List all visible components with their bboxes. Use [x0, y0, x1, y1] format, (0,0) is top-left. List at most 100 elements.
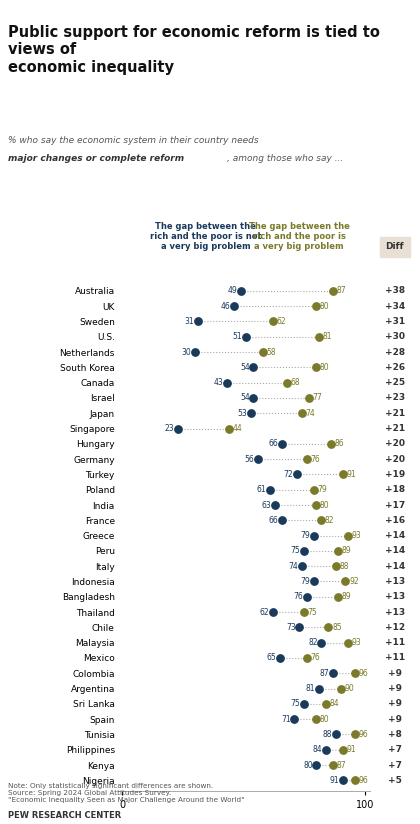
Text: 86: 86: [334, 439, 344, 448]
Text: 43: 43: [213, 378, 223, 387]
Point: [192, 345, 199, 358]
Point: [313, 499, 320, 512]
Point: [291, 713, 298, 726]
Text: major changes or complete reform: major changes or complete reform: [8, 154, 184, 163]
Point: [279, 438, 286, 451]
Text: 76: 76: [310, 653, 320, 662]
Point: [342, 575, 349, 588]
Text: +11: +11: [385, 638, 405, 647]
Text: +20: +20: [385, 439, 405, 448]
Text: 63: 63: [262, 500, 271, 509]
Point: [318, 636, 325, 649]
Text: 74: 74: [289, 562, 298, 571]
Text: 74: 74: [305, 409, 315, 418]
Text: Note: Only statistically significant differences are shown.
Source: Spring 2024 : Note: Only statistically significant dif…: [8, 784, 245, 803]
Point: [243, 330, 249, 344]
Text: 46: 46: [220, 302, 230, 311]
Text: +23: +23: [385, 393, 405, 402]
Text: 87: 87: [337, 761, 346, 770]
Text: 92: 92: [349, 577, 359, 586]
Text: 76: 76: [293, 592, 303, 602]
Text: PEW RESEARCH CENTER: PEW RESEARCH CENTER: [8, 811, 122, 820]
Text: 81: 81: [306, 684, 315, 693]
Text: 68: 68: [291, 378, 300, 387]
Point: [325, 620, 332, 634]
Text: +13: +13: [385, 607, 405, 616]
Text: 49: 49: [228, 287, 238, 295]
Text: 76: 76: [310, 455, 320, 464]
Point: [194, 315, 201, 328]
Point: [352, 667, 358, 680]
Text: 58: 58: [267, 348, 276, 357]
Text: +5: +5: [388, 776, 402, 784]
Point: [269, 315, 276, 328]
Text: 80: 80: [303, 761, 312, 770]
Text: +7: +7: [388, 761, 402, 770]
Text: +7: +7: [388, 745, 402, 754]
Point: [294, 468, 300, 481]
Text: +21: +21: [385, 409, 405, 418]
Point: [250, 361, 257, 374]
Text: 61: 61: [257, 485, 267, 494]
Point: [306, 391, 312, 405]
Text: 89: 89: [342, 546, 352, 555]
Text: +14: +14: [385, 546, 405, 555]
Text: 96: 96: [359, 730, 368, 739]
Point: [323, 743, 329, 756]
Text: +14: +14: [385, 562, 405, 571]
Text: 23: 23: [165, 424, 175, 433]
Point: [303, 452, 310, 466]
Text: 75: 75: [291, 546, 301, 555]
Point: [298, 406, 305, 419]
Point: [340, 468, 346, 481]
Text: The gap between the
rich and the poor is not
a very big problem: The gap between the rich and the poor is…: [150, 222, 262, 251]
Point: [344, 636, 351, 649]
Text: 30: 30: [182, 348, 192, 357]
Text: +21: +21: [385, 424, 405, 433]
Point: [313, 300, 320, 313]
Text: 84: 84: [330, 700, 339, 709]
Text: 81: 81: [323, 332, 332, 341]
Point: [296, 620, 303, 634]
Point: [310, 483, 317, 496]
Point: [301, 545, 307, 558]
Point: [231, 300, 237, 313]
Text: The gap between the
rich and the poor is
a very big problem: The gap between the rich and the poor is…: [249, 222, 349, 251]
Point: [337, 682, 344, 695]
Point: [272, 499, 278, 512]
Text: 77: 77: [312, 393, 323, 402]
Point: [330, 758, 336, 771]
Text: 79: 79: [300, 531, 310, 540]
Point: [313, 713, 320, 726]
Point: [301, 606, 307, 619]
Point: [277, 652, 284, 665]
Text: 82: 82: [325, 516, 334, 525]
Point: [250, 391, 257, 405]
Text: 88: 88: [323, 730, 332, 739]
Text: 31: 31: [184, 317, 194, 326]
Point: [238, 284, 244, 297]
Text: 80: 80: [320, 302, 330, 311]
Text: 72: 72: [284, 470, 293, 479]
Text: 90: 90: [344, 684, 354, 693]
Text: 87: 87: [337, 287, 346, 295]
Text: 66: 66: [269, 439, 279, 448]
Text: +30: +30: [385, 332, 405, 341]
Text: 96: 96: [359, 669, 368, 678]
Text: 56: 56: [245, 455, 255, 464]
Text: +19: +19: [385, 470, 405, 479]
Point: [223, 376, 230, 389]
Text: 91: 91: [330, 776, 339, 784]
Text: 88: 88: [339, 562, 349, 571]
Point: [330, 284, 336, 297]
Point: [315, 330, 322, 344]
Point: [267, 483, 273, 496]
Point: [313, 758, 320, 771]
Text: 71: 71: [281, 714, 291, 723]
Point: [284, 376, 291, 389]
Text: +26: +26: [385, 363, 405, 372]
Text: 87: 87: [320, 669, 330, 678]
Text: +12: +12: [385, 623, 405, 632]
Point: [260, 345, 266, 358]
Text: 91: 91: [346, 470, 356, 479]
